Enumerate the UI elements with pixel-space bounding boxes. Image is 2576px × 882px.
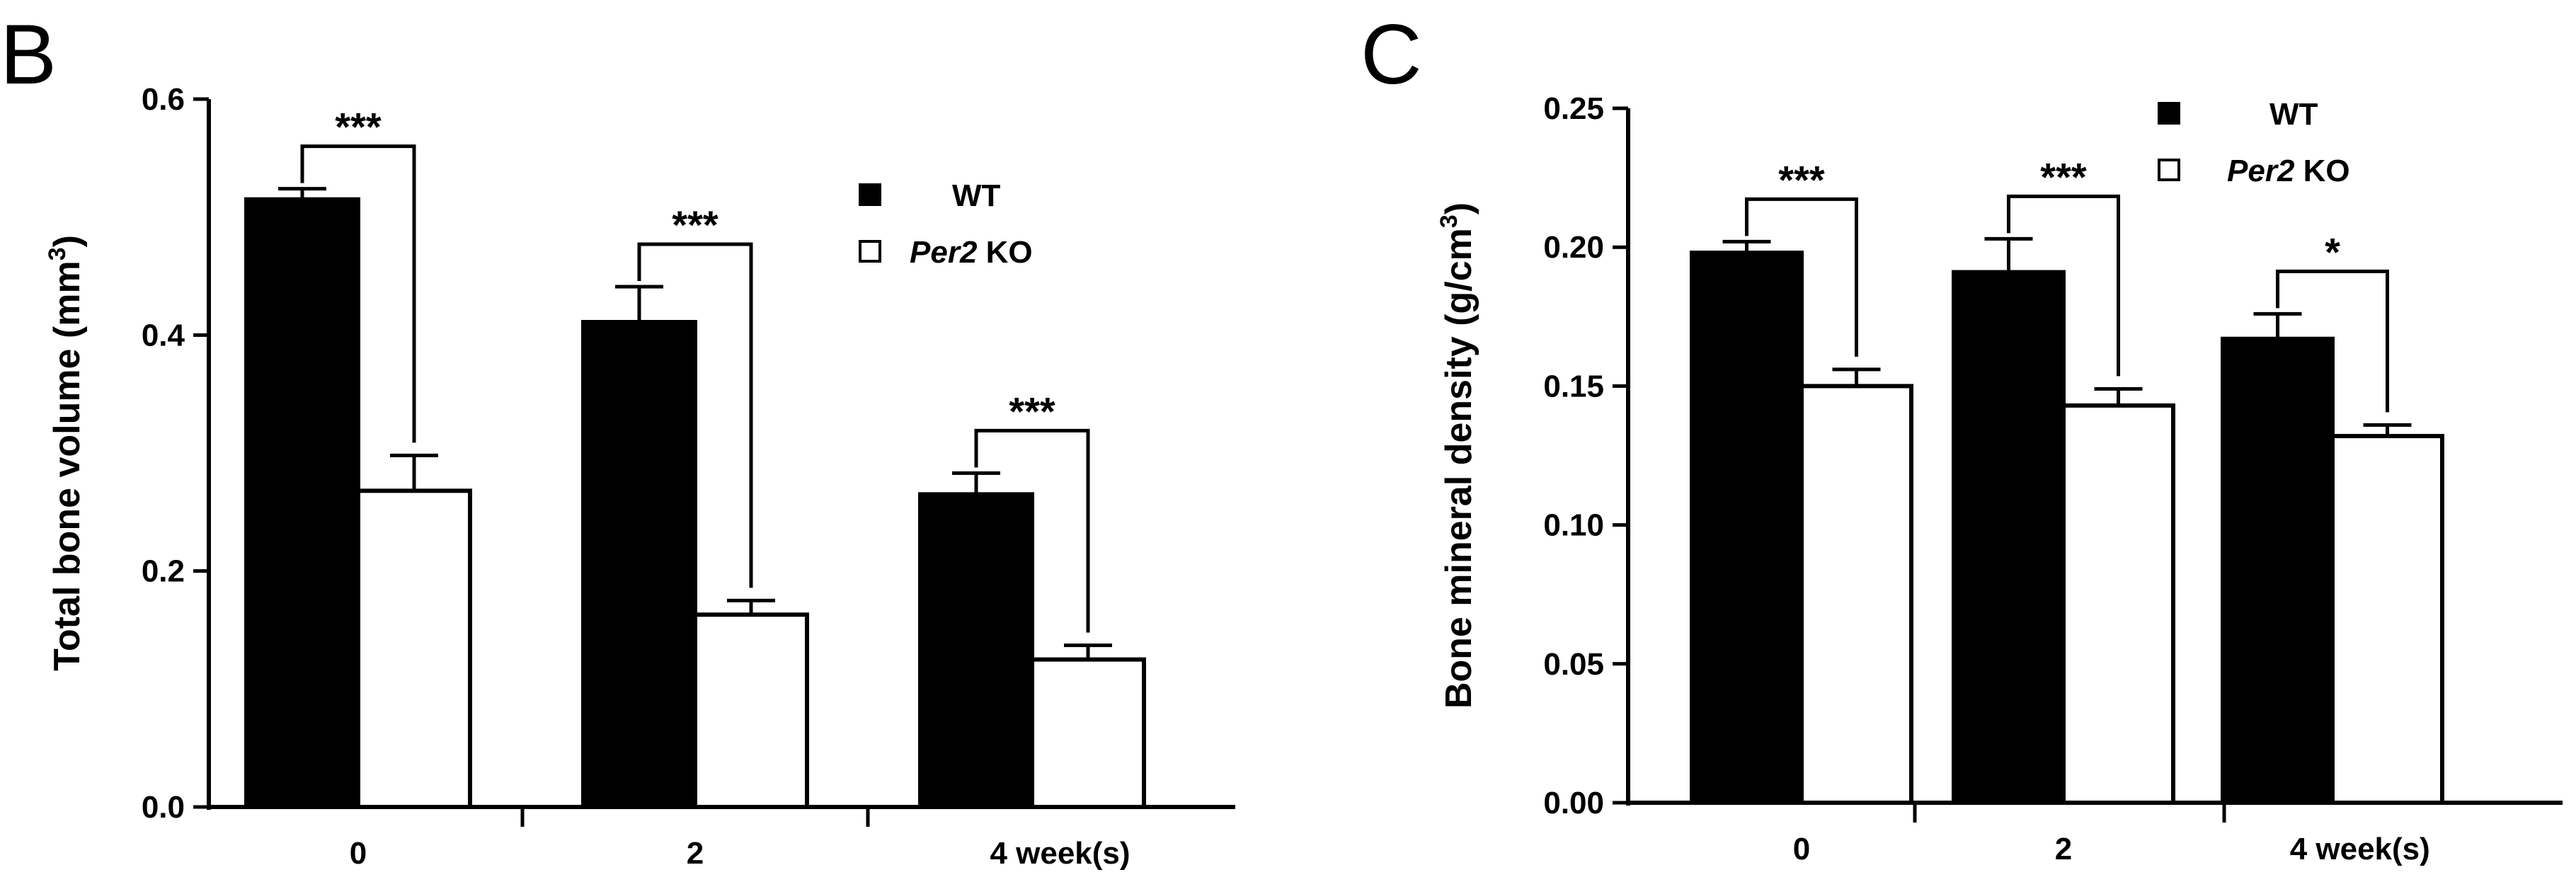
x-tick-label: 0 (350, 836, 367, 871)
y-tick-label: 0.15 (1543, 369, 1604, 403)
significance-bracket (974, 428, 1090, 633)
legend-label-text: KO (2294, 154, 2349, 188)
legend-label-italic: Per2 (910, 235, 978, 270)
legend-label: WT (952, 178, 1001, 213)
y-tick-label: 0.2 (142, 554, 185, 589)
y-tick-label: 0.05 (1543, 647, 1604, 682)
panel-letter: B (0, 7, 57, 102)
legend-swatch (859, 240, 881, 263)
bar-wt-1 (581, 320, 697, 809)
y-tick-label: 0.0 (142, 790, 185, 825)
chart-panel-B: B 0.0 0.2 0.4 0.6 Total bone volume (mm3) *** 0… (0, 7, 1235, 871)
y-axis-title-superscript: 3 (44, 247, 71, 260)
y-tick-label: 0.6 (142, 82, 185, 117)
bar-wt-2 (2221, 336, 2335, 805)
significance-label: *** (672, 202, 719, 247)
bar-wt-0 (1690, 251, 1804, 806)
x-tick-label: 4 week(s) (990, 836, 1130, 871)
legend-label: Per2 KO (910, 235, 1033, 270)
bar-per2-ko-0 (1799, 384, 1913, 805)
y-tick-label: 0.00 (1543, 786, 1604, 820)
x-tick-label: 2 (687, 836, 704, 871)
bar-wt-1 (1952, 270, 2066, 805)
significance-label: *** (335, 105, 382, 149)
bar-per2-ko-0 (356, 488, 472, 809)
significance-label: *** (1009, 389, 1055, 433)
legend-label-italic: Per2 (2227, 154, 2295, 188)
bar-per2-ko-2 (2330, 434, 2444, 805)
significance-label: *** (2040, 154, 2087, 199)
bar-wt-0 (244, 197, 360, 809)
legend-label-text: KO (977, 235, 1032, 270)
significance-label: *** (1778, 157, 1825, 202)
y-axis-title: Bone mineral density (g/cm3) (1436, 202, 1479, 709)
x-tick-label: 4 week(s) (2290, 832, 2430, 866)
y-axis-title-main: Bone mineral density (g/cm (1438, 228, 1479, 709)
significance-bracket (2276, 269, 2389, 413)
y-axis-title-close: ) (47, 235, 88, 247)
legend-swatch (2158, 102, 2180, 125)
legend-label-text: WT (952, 178, 1001, 213)
y-tick-label: 0.20 (1543, 230, 1604, 265)
legend-label: Per2 KO (2227, 154, 2350, 188)
panel-letter: C (1361, 7, 1422, 102)
x-tick-label: 0 (1793, 832, 1810, 866)
bar-per2-ko-2 (1030, 657, 1146, 810)
y-axis-title-superscript: 3 (1436, 214, 1462, 228)
significance-bracket (300, 144, 416, 443)
legend-swatch (2158, 159, 2180, 181)
legend-label-text: WT (2269, 97, 2318, 132)
significance-bracket (1745, 197, 1858, 357)
y-axis-title-main: Total bone volume (mm (47, 260, 88, 671)
y-tick-label: 0.10 (1543, 508, 1604, 543)
bar-per2-ko-1 (693, 612, 809, 809)
legend-swatch (859, 183, 881, 206)
y-axis-title: Total bone volume (mm3) (44, 235, 88, 671)
y-tick-label: 0.4 (142, 318, 185, 353)
bar-per2-ko-1 (2061, 403, 2175, 805)
x-tick-label: 2 (2055, 832, 2072, 866)
chart-panel-C: C 0.00 0.05 0.10 0.15 0.20 0.25 Bone mineral de… (1361, 7, 2563, 866)
y-tick-label: 0.25 (1543, 91, 1604, 126)
significance-bracket (2007, 194, 2120, 377)
significance-label: * (2325, 229, 2340, 274)
y-axis-title-close: ) (1438, 202, 1479, 214)
significance-bracket (637, 242, 753, 588)
legend-label: WT (2269, 97, 2318, 132)
bar-wt-2 (918, 492, 1034, 809)
